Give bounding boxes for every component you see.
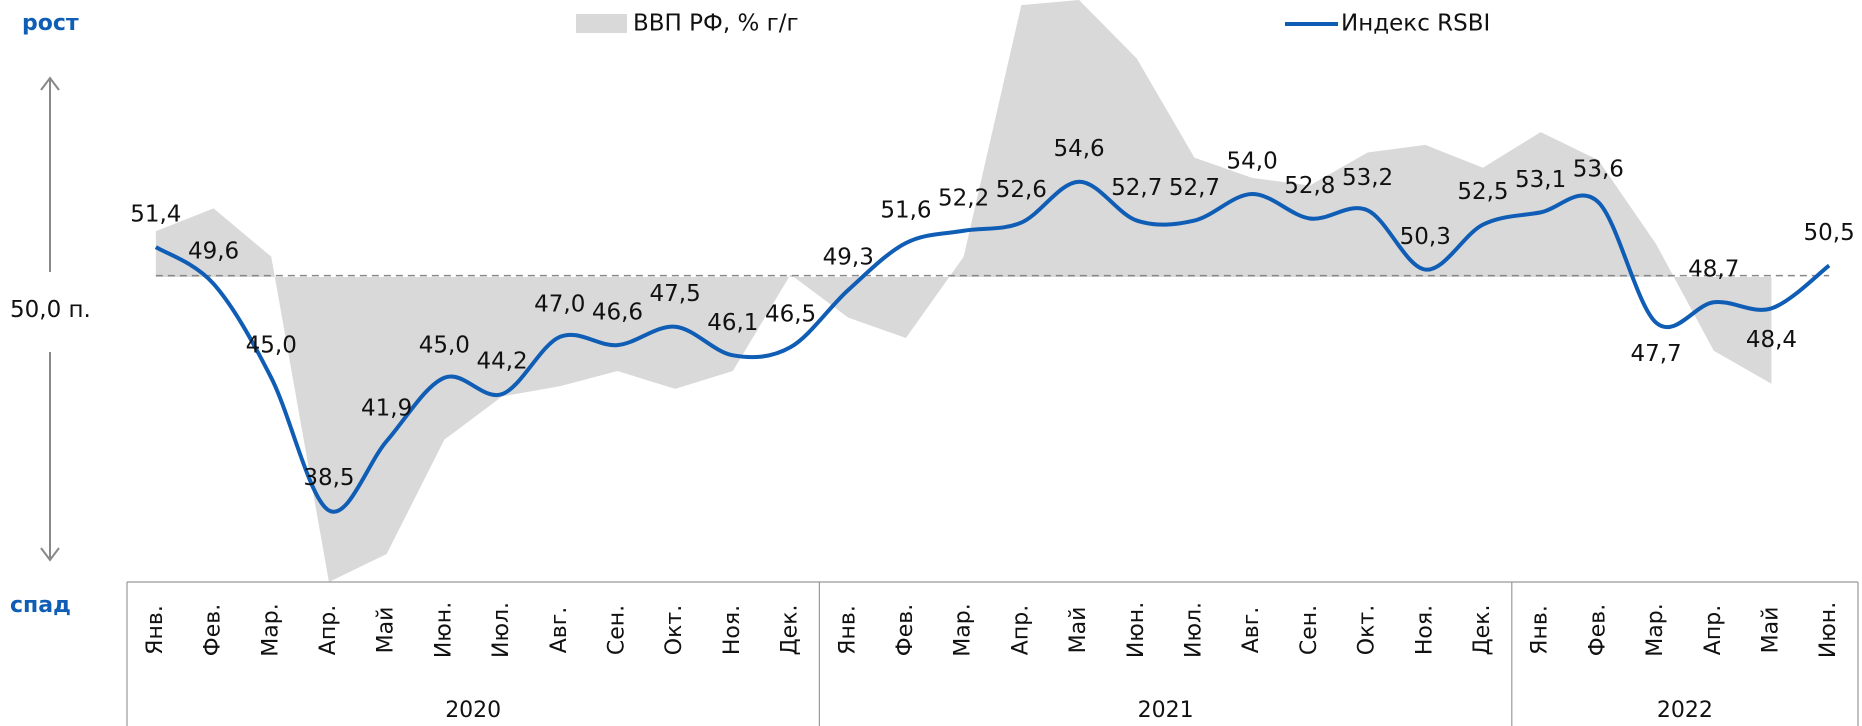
x-tick-label: Мар. [951,603,976,656]
data-label: 46,6 [592,300,643,326]
data-label: 51,6 [880,198,931,224]
rsbi-line [154,179,1831,514]
data-label: 46,5 [765,302,816,328]
x-tick-label: Окт. [662,605,687,655]
x-tick-label: Авг. [1239,607,1264,654]
data-label: 54,0 [1227,149,1278,175]
x-tick-label: Янв. [143,605,168,655]
data-label: 38,5 [303,465,354,491]
annotation-top: рост [22,11,79,36]
data-label: 41,9 [361,396,412,422]
data-label: 45,0 [246,332,297,358]
data-label: 52,7 [1111,175,1162,201]
x-tick-label: Июн. [1124,602,1149,658]
x-tick-label: Янв. [835,605,860,655]
group-label: 2020 [445,698,501,723]
x-tick-label: Июн. [431,602,456,658]
data-label: 53,1 [1515,167,1566,193]
data-label: 46,1 [707,310,758,336]
data-label: 48,7 [1688,257,1739,283]
x-tick-label: Окт. [1355,605,1380,655]
data-label: 53,2 [1342,165,1393,191]
data-label: 52,7 [1169,175,1220,201]
x-tick-label: Фев. [201,604,226,656]
x-tick-label: Фев. [1585,604,1610,656]
data-label: 52,5 [1457,179,1508,205]
data-label: 52,8 [1284,173,1335,199]
data-label: 49,3 [823,244,874,270]
x-tick-label: Фев. [893,604,918,656]
group-label: 2021 [1138,698,1194,723]
x-tick-label: Дек. [1470,604,1495,655]
x-tick-label: Ноя. [1412,605,1437,655]
data-label: 47,0 [534,291,585,317]
legend-label: Индекс RSBI [1341,11,1490,37]
data-label: 44,2 [476,349,527,375]
x-tick-label: Мар. [258,603,283,656]
legend-label: ВВП РФ, % г/г [633,11,799,37]
x-tick-label: Сен. [1297,605,1322,655]
group-label: 2022 [1657,698,1713,723]
data-label: 48,4 [1746,327,1797,353]
data-label: 49,6 [188,238,239,264]
legend-swatch-area [576,14,627,33]
data-label: 45,0 [419,332,470,358]
x-tick-label: Июл. [489,602,514,658]
x-tick-label: Дек. [778,604,803,655]
reference-label: 50,0 п. [10,297,91,323]
data-label: 52,2 [938,185,989,211]
annotation-bottom: спад [10,593,71,618]
data-label: 52,6 [996,177,1047,203]
data-label: 53,6 [1573,157,1624,183]
data-label: 47,7 [1630,341,1681,367]
x-tick-label: Июл. [1181,602,1206,658]
data-label: 54,6 [1053,136,1104,162]
x-tick-label: Ноя. [720,605,745,655]
data-label: 51,4 [130,202,181,228]
x-tick-label: Май [1066,607,1091,654]
data-label: 50,5 [1804,220,1855,246]
x-tick-label: Май [1758,607,1783,654]
x-tick-label: Сен. [604,605,629,655]
x-tick-label: Июн. [1816,602,1841,658]
x-tick-label: Май [374,607,399,654]
x-tick-label: Мар. [1643,603,1668,656]
x-tick-label: Апр. [1701,605,1726,655]
gdp-area [155,0,1772,582]
x-tick-label: Авг. [547,607,572,654]
x-tick-label: Апр. [1008,605,1033,655]
data-label: 47,5 [650,281,701,307]
arrows [40,76,60,562]
x-tick-label: Апр. [316,605,341,655]
data-label: 50,3 [1400,224,1451,250]
x-tick-label: Янв. [1528,605,1553,655]
